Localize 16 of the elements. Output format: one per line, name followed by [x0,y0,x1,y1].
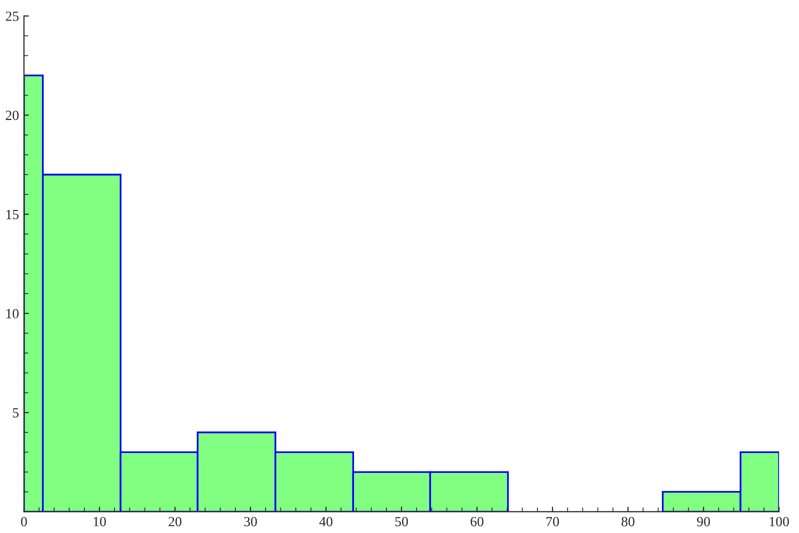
y-tick-label: 15 [6,210,19,220]
x-tick-label: 100 [770,516,789,526]
x-tick-label: 20 [168,516,182,526]
x-tick-label: 10 [94,516,106,526]
x-tick-label: 80 [622,516,634,526]
x-tick-label: 60 [470,516,484,526]
x-tick-label: 70 [546,516,559,526]
y-tick-label: 25 [6,12,19,21]
y-tick-label: 20 [6,110,19,120]
x-tick-label: 30 [244,516,257,526]
y-tick-label: 5 [12,408,19,418]
x-tick-label: 0 [21,516,27,526]
x-tick-label: 50 [395,516,408,526]
x-tick-label: 90 [697,516,710,526]
y-tick-label: 10 [6,308,19,318]
x-tick-label: 40 [319,516,332,526]
